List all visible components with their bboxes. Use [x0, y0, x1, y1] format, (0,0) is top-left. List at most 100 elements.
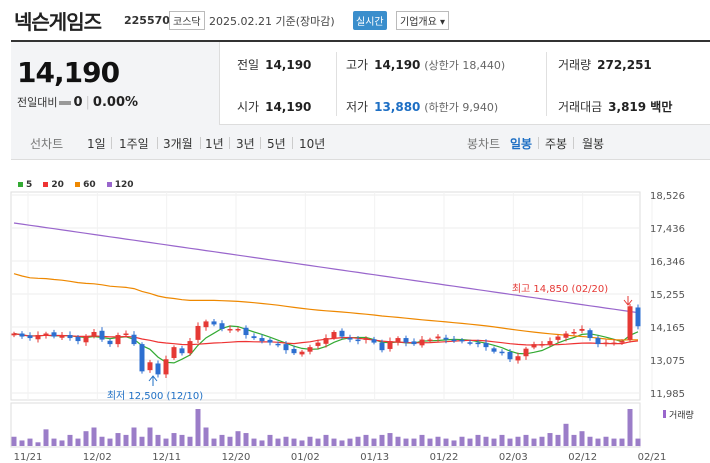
period-5y[interactable]: 5년 [267, 137, 286, 151]
candle-body[interactable] [139, 344, 145, 372]
candle-body[interactable] [403, 338, 409, 343]
candle-body[interactable] [323, 338, 329, 344]
base-date: 2025.02.21 기준(장마감) [209, 15, 335, 28]
candle-body[interactable] [427, 339, 433, 342]
candle-body[interactable] [67, 335, 73, 339]
candle-body[interactable] [539, 344, 545, 346]
candle-body[interactable] [299, 351, 305, 355]
candle-body[interactable] [419, 339, 425, 346]
candle-body[interactable] [27, 335, 33, 339]
candle-body[interactable] [147, 362, 153, 371]
candle-body[interactable] [235, 328, 241, 331]
period-3m[interactable]: 3개월 [163, 137, 193, 151]
candle-body[interactable] [611, 342, 617, 345]
candle-body[interactable] [555, 336, 561, 340]
candle-body[interactable] [371, 339, 377, 343]
candle-body[interactable] [163, 359, 169, 375]
candle-body[interactable] [51, 332, 57, 337]
period-10y[interactable]: 10년 [299, 137, 326, 151]
candle-body[interactable] [579, 328, 585, 331]
candle-body[interactable] [259, 338, 265, 342]
candle-body[interactable] [603, 342, 609, 345]
candle-body[interactable] [499, 351, 505, 354]
candle-body[interactable] [531, 344, 537, 348]
candle-body[interactable] [211, 321, 217, 325]
volume-bar [19, 440, 25, 446]
candle-body[interactable] [459, 339, 465, 342]
candle-body[interactable] [291, 348, 297, 354]
candle-body[interactable] [595, 338, 601, 345]
candle-body[interactable] [59, 335, 65, 338]
candle-body[interactable] [547, 341, 553, 345]
candle-body[interactable] [635, 307, 641, 327]
candle-body[interactable] [227, 328, 233, 331]
candle-body[interactable] [131, 334, 137, 345]
candle-body[interactable] [155, 363, 161, 375]
candle-body[interactable] [451, 339, 457, 342]
candle-body[interactable] [43, 333, 49, 336]
candle-body[interactable] [75, 336, 81, 342]
stock-name[interactable]: 넥슨게임즈 [14, 10, 102, 34]
candle-body[interactable] [99, 330, 105, 340]
candle-body[interactable] [275, 343, 281, 346]
candle-body[interactable] [435, 336, 441, 339]
candle-daily[interactable]: 일봉 [510, 137, 533, 151]
candle-monthly[interactable]: 월봉 [582, 137, 605, 151]
candle-body[interactable] [107, 340, 113, 345]
candle-body[interactable] [587, 330, 593, 339]
candle-body[interactable] [219, 323, 225, 329]
candle-body[interactable] [467, 342, 473, 344]
period-1d[interactable]: 1일 [87, 137, 106, 151]
candle-body[interactable] [171, 347, 177, 359]
candle-body[interactable] [475, 342, 481, 345]
candle-body[interactable] [35, 335, 41, 340]
candle-body[interactable] [491, 348, 497, 352]
candle-body[interactable] [563, 333, 569, 338]
candle-body[interactable] [19, 333, 25, 337]
candle-body[interactable] [251, 336, 257, 339]
candle-body[interactable] [123, 333, 129, 336]
candle-body[interactable] [627, 306, 633, 340]
volume-bar [387, 433, 393, 446]
candle-weekly[interactable]: 주봉 [545, 137, 568, 151]
candle-body[interactable] [347, 337, 353, 340]
company-overview-dropdown[interactable]: 기업개요 ▾ [396, 11, 449, 30]
candle-body[interactable] [283, 344, 289, 351]
candle-body[interactable] [355, 339, 361, 342]
candle-body[interactable] [243, 327, 249, 336]
realtime-button[interactable]: 실시간 [353, 11, 387, 30]
period-1w[interactable]: 1주일 [119, 137, 149, 151]
candle-body[interactable] [331, 332, 337, 339]
candle-body[interactable] [515, 356, 521, 361]
candle-body[interactable] [267, 339, 273, 343]
period-3y[interactable]: 3년 [236, 137, 255, 151]
candle-body[interactable] [571, 332, 577, 334]
candle-body[interactable] [179, 348, 185, 354]
line-chart-label: 선차트 [30, 137, 64, 151]
candle-body[interactable] [387, 341, 393, 349]
candle-body[interactable] [339, 330, 345, 337]
candle-body[interactable] [195, 325, 201, 340]
candle-body[interactable] [363, 338, 369, 340]
candle-body[interactable] [115, 335, 121, 345]
candle-body[interactable] [395, 338, 401, 343]
candle-body[interactable] [91, 332, 97, 337]
candle-body[interactable] [619, 341, 625, 343]
candle-body[interactable] [315, 342, 321, 346]
candle-body[interactable] [507, 351, 513, 360]
candle-body[interactable] [483, 342, 489, 348]
candle-body[interactable] [379, 342, 385, 351]
candle-body[interactable] [307, 347, 313, 352]
candle-body[interactable] [523, 348, 529, 357]
ma-120-line [13, 222, 639, 314]
candle-body[interactable] [203, 321, 209, 328]
candle-chart-label: 봉차트 [467, 137, 501, 151]
candle-body[interactable] [411, 341, 417, 345]
candle-body[interactable] [187, 341, 193, 354]
candle-body[interactable] [11, 333, 17, 336]
volume-bar [475, 434, 481, 446]
candle-body[interactable] [83, 336, 89, 343]
period-1y[interactable]: 1년 [205, 137, 224, 151]
candle-body[interactable] [443, 337, 449, 340]
